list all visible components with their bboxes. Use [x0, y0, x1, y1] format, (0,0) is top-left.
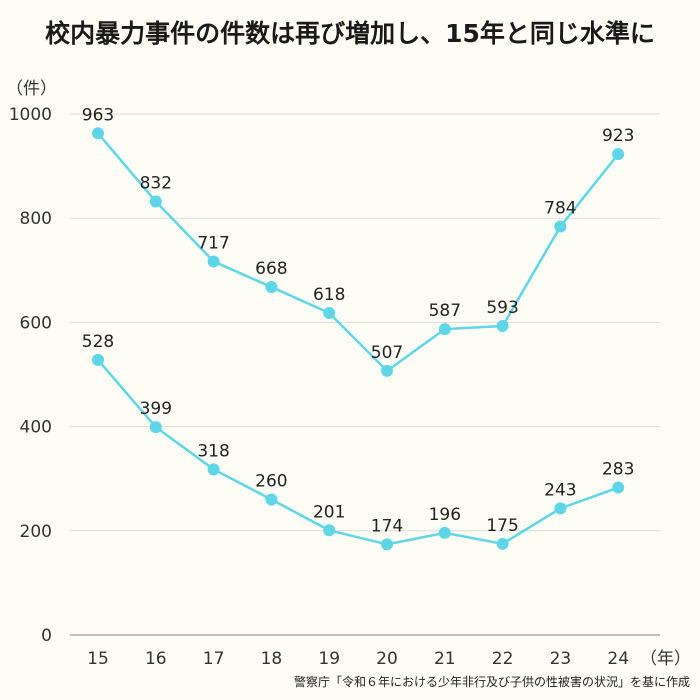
- data-label: 260: [255, 472, 287, 492]
- data-point: [612, 481, 625, 494]
- x-tick-label: 21: [434, 649, 456, 669]
- y-tick-label: 800: [20, 209, 52, 229]
- y-tick-label: 400: [20, 418, 52, 438]
- y-axis-unit: （件）: [6, 79, 57, 99]
- y-tick-label: 600: [20, 313, 52, 333]
- data-label: 507: [371, 343, 403, 363]
- x-tick-label: 16: [145, 649, 167, 669]
- data-label: 668: [255, 259, 287, 279]
- data-point: [554, 220, 567, 233]
- data-label: 174: [371, 516, 403, 536]
- data-label: 318: [197, 441, 229, 461]
- x-tick-label: 19: [318, 649, 340, 669]
- data-label: 923: [602, 126, 634, 146]
- series-line: [97, 359, 619, 546]
- x-tick-label: 24: [607, 649, 629, 669]
- data-point: [554, 502, 567, 515]
- data-label: 963: [82, 105, 114, 125]
- data-point: [381, 364, 393, 377]
- x-tick-label: 15: [87, 649, 109, 669]
- data-label: 399: [140, 399, 172, 419]
- data-point: [92, 127, 104, 140]
- x-tick-label: 17: [203, 649, 225, 669]
- data-label: 283: [602, 460, 634, 480]
- data-point: [323, 524, 336, 537]
- y-axis-ticks: 0 200 400 600 800 1000: [9, 105, 52, 646]
- data-point: [265, 280, 278, 293]
- data-label: 717: [197, 233, 229, 253]
- data-label: 593: [486, 298, 518, 318]
- chart-title: 校内暴力事件の件数は再び増加し、15年と同じ水準に: [45, 19, 655, 48]
- data-point: [207, 255, 220, 268]
- data-point: [438, 526, 451, 539]
- data-label: 528: [82, 332, 114, 352]
- data-label: 243: [544, 480, 576, 500]
- data-point: [207, 463, 220, 476]
- data-point: [612, 148, 625, 161]
- data-label: 618: [313, 285, 345, 305]
- series-line: [97, 132, 620, 373]
- data-label: 201: [313, 502, 345, 522]
- y-tick-label: 1000: [9, 105, 52, 125]
- data-label: 832: [140, 174, 172, 194]
- series-layer: 963 832 717 668 618 507 587 593 784 923 528 399 318 2…: [82, 105, 634, 551]
- y-tick-label: 0: [41, 626, 52, 646]
- x-axis-unit: （年）: [640, 649, 691, 669]
- data-point: [265, 493, 278, 506]
- source-note: 警察庁「令和６年における少年非行及び子供の性被害の状況」を基に作成: [293, 675, 690, 689]
- x-tick-label: 20: [376, 649, 398, 669]
- x-tick-label: 18: [261, 649, 283, 669]
- y-tick-label: 200: [20, 522, 52, 542]
- x-tick-label: 23: [550, 649, 572, 669]
- data-point: [149, 195, 162, 208]
- data-label: 784: [544, 199, 576, 219]
- data-label: 587: [429, 301, 461, 321]
- x-tick-label: 22: [492, 649, 514, 669]
- data-point: [496, 537, 509, 550]
- data-label: 196: [429, 505, 461, 525]
- data-point: [496, 320, 509, 333]
- series-1: 963 832 717 668 618 507 587 593 784 923: [82, 105, 634, 377]
- data-point: [92, 353, 104, 366]
- data-label: 175: [486, 516, 518, 536]
- series-2: 528 399 318 260 201 174 196 175 243 283: [82, 332, 634, 551]
- data-point: [323, 307, 336, 320]
- data-point: [381, 538, 393, 551]
- data-point: [149, 421, 162, 434]
- x-axis-ticks: 15 16 17 18 19 20 21 22 23 24: [87, 649, 629, 669]
- gridlines: [70, 113, 660, 636]
- data-point: [438, 323, 451, 336]
